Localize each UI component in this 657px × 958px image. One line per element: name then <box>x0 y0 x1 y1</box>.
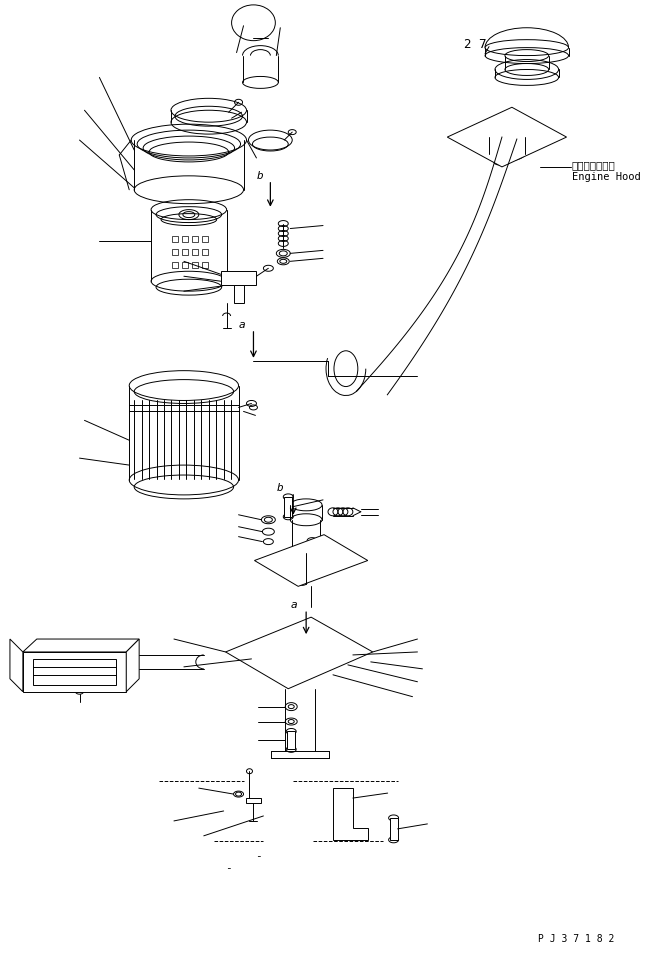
Bar <box>172 262 178 268</box>
Polygon shape <box>447 107 566 167</box>
Bar <box>287 732 295 749</box>
Bar <box>234 285 244 303</box>
Bar <box>284 497 292 516</box>
Text: b: b <box>257 171 264 181</box>
Polygon shape <box>10 639 23 692</box>
Bar <box>202 249 208 256</box>
Text: b: b <box>277 483 284 493</box>
Bar <box>33 659 116 685</box>
Bar <box>192 262 198 268</box>
Bar <box>182 262 188 268</box>
Text: a: a <box>238 320 245 330</box>
Text: P J 3 7 1 8 2: P J 3 7 1 8 2 <box>538 934 615 945</box>
Bar <box>172 237 178 242</box>
Text: エンジンフード: エンジンフード <box>572 160 615 170</box>
Bar <box>192 249 198 256</box>
Polygon shape <box>23 639 139 652</box>
Bar <box>23 652 126 692</box>
Text: 2 7: 2 7 <box>464 38 486 51</box>
Bar <box>182 249 188 256</box>
Text: -: - <box>225 862 232 873</box>
Polygon shape <box>225 617 373 689</box>
Bar <box>172 249 178 256</box>
Polygon shape <box>254 535 368 586</box>
Polygon shape <box>333 788 368 840</box>
Bar <box>202 262 208 268</box>
Bar <box>390 818 397 840</box>
Bar <box>192 237 198 242</box>
Text: Engine Hood: Engine Hood <box>572 171 641 182</box>
Bar <box>221 271 256 285</box>
Text: a: a <box>291 601 298 610</box>
Text: -: - <box>255 851 261 860</box>
Bar <box>182 237 188 242</box>
Bar <box>202 237 208 242</box>
Polygon shape <box>126 639 139 692</box>
Bar <box>246 798 261 803</box>
